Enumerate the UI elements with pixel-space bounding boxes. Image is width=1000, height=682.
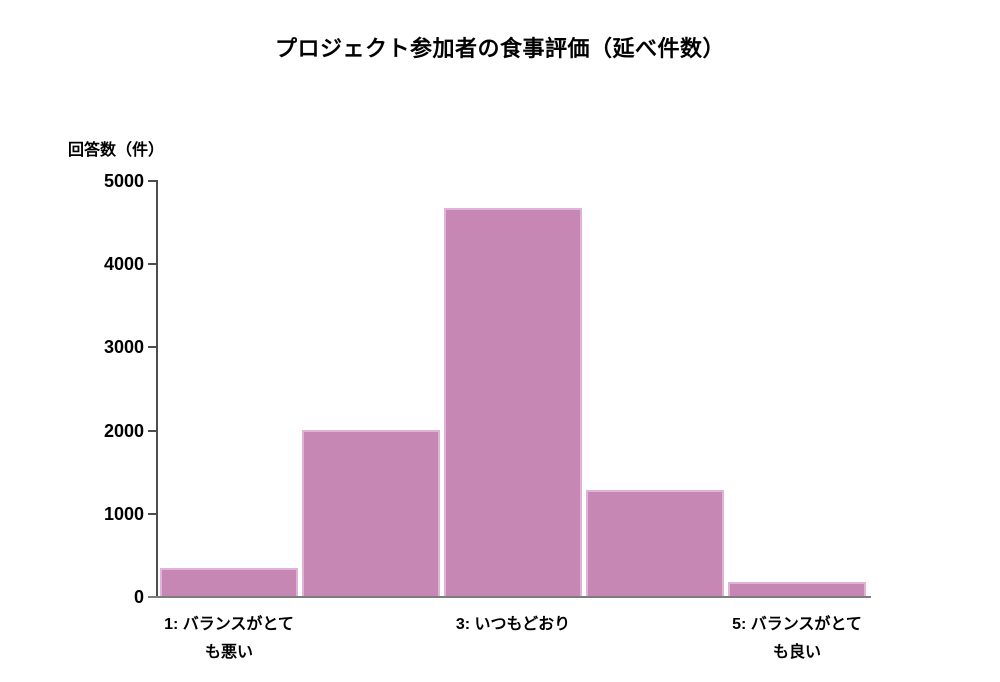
y-tick-label: 2000 xyxy=(103,420,144,441)
bar-category-1 xyxy=(160,568,298,597)
y-axis-line xyxy=(156,180,158,598)
bar-category-4 xyxy=(586,490,724,597)
y-tick-label: 0 xyxy=(133,587,144,607)
x-axis-line xyxy=(148,596,871,598)
y-axis-label: 回答数（件） xyxy=(68,142,165,159)
y-tick-mark xyxy=(148,512,157,515)
y-tick-label: 1000 xyxy=(103,503,144,524)
y-tick-label: 3000 xyxy=(103,337,144,358)
x-tick-label-5: 5: バランスがとて も良い xyxy=(732,616,862,661)
bar-category-2 xyxy=(302,430,440,597)
y-tick-mark xyxy=(148,263,157,266)
y-tick-mark xyxy=(148,346,157,349)
y-tick-mark xyxy=(148,429,157,432)
y-tick-mark xyxy=(148,180,157,182)
y-tick-label: 5000 xyxy=(103,171,144,191)
bar-category-3 xyxy=(444,208,582,597)
chart-title: プロジェクト参加者の食事評価（延べ件数） xyxy=(274,36,725,61)
bar-category-5 xyxy=(728,582,866,597)
y-tick-label: 4000 xyxy=(103,254,144,275)
x-tick-label-1: 1: バランスがとて も悪い xyxy=(164,616,294,661)
x-tick-label-3: 3: いつもどおり xyxy=(455,616,571,633)
